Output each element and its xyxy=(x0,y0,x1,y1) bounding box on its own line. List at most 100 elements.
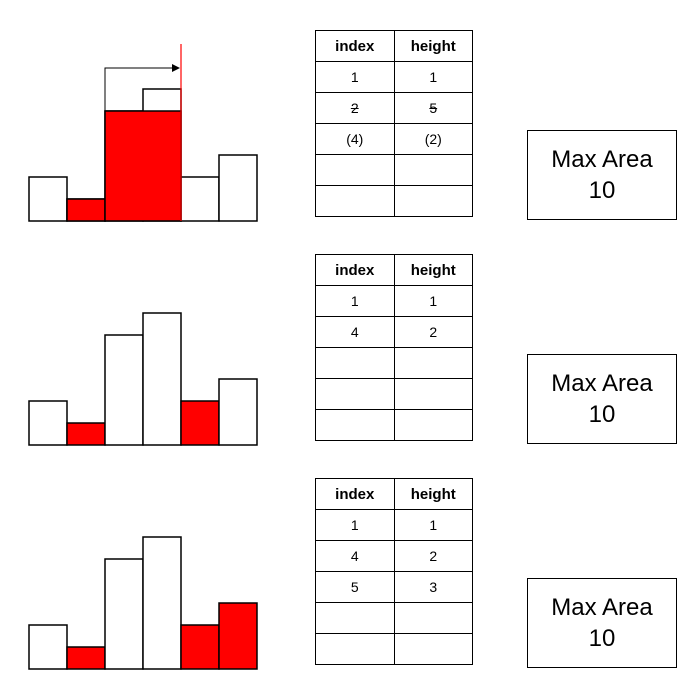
table-cell xyxy=(315,409,395,441)
histogram-bar xyxy=(180,176,220,222)
stack-bar-highlight xyxy=(180,400,220,446)
cell-index: (4) xyxy=(346,131,364,147)
step-panel-1: index height 1 1 2 5 (4) (2) Max Area 10 xyxy=(0,0,700,224)
column-header-index: index xyxy=(315,30,395,62)
max-area-value: 10 xyxy=(588,401,616,428)
stack-table: index height 1 1 4 2 5 3 xyxy=(315,478,473,665)
cell-height: (2) xyxy=(424,131,442,147)
table-cell: (2) xyxy=(393,123,473,155)
table-cell: 3 xyxy=(393,571,473,603)
histogram xyxy=(28,44,258,222)
table-cell xyxy=(393,154,473,186)
histogram-bar xyxy=(218,154,258,222)
table-cell xyxy=(315,633,395,665)
table-row xyxy=(315,347,473,379)
cell-height: 5 xyxy=(429,100,438,116)
cell-height: 2 xyxy=(429,548,438,564)
cell-height: 1 xyxy=(429,293,438,309)
stack-bar-highlight xyxy=(66,646,106,670)
histogram-bar xyxy=(28,624,68,670)
cell-index: 4 xyxy=(350,324,359,340)
table-cell xyxy=(393,633,473,665)
table-row xyxy=(315,409,473,441)
max-area-value: 10 xyxy=(588,177,616,204)
table-cell: 1 xyxy=(315,509,395,541)
histogram xyxy=(28,536,258,670)
column-header-height: height xyxy=(393,254,473,286)
table-cell xyxy=(393,185,473,217)
table-row xyxy=(315,602,473,634)
table-row: (4) (2) xyxy=(315,123,473,155)
cell-height: 2 xyxy=(429,324,438,340)
stack-table: index height 1 1 4 2 xyxy=(315,254,473,441)
table-cell: 1 xyxy=(315,61,395,93)
cell-height: 1 xyxy=(429,69,438,85)
column-header-index: index xyxy=(315,478,395,510)
table-cell xyxy=(393,378,473,410)
max-area-box: Max Area 10 xyxy=(527,578,677,668)
histogram-bar xyxy=(142,536,182,670)
histogram-bar xyxy=(28,176,68,222)
max-area-box: Max Area 10 xyxy=(527,130,677,220)
column-header-index: index xyxy=(315,254,395,286)
table-cell: 1 xyxy=(393,285,473,317)
table-cell xyxy=(315,602,395,634)
table-cell xyxy=(315,378,395,410)
arrowhead-icon xyxy=(172,64,180,72)
table-cell: 4 xyxy=(315,540,395,572)
table-cell: 1 xyxy=(393,61,473,93)
cell-index: 2 xyxy=(350,100,359,116)
table-row xyxy=(315,633,473,665)
table-cell xyxy=(393,347,473,379)
column-header-height: height xyxy=(393,478,473,510)
max-area-box: Max Area 10 xyxy=(527,354,677,444)
computed-area-highlight xyxy=(104,110,182,222)
histogram-bar xyxy=(218,378,258,446)
histogram xyxy=(28,312,258,446)
stack-bar-highlight xyxy=(66,198,106,222)
max-area-value: 10 xyxy=(588,625,616,652)
cell-index: 1 xyxy=(350,517,359,533)
histogram-bar xyxy=(28,400,68,446)
cell-index: 4 xyxy=(350,548,359,564)
stack-bar-highlight xyxy=(218,602,258,670)
table-cell: 5 xyxy=(393,92,473,124)
table-cell xyxy=(315,347,395,379)
histogram-bar xyxy=(104,334,144,446)
table-cell: 5 xyxy=(315,571,395,603)
table-row xyxy=(315,378,473,410)
cell-index: 1 xyxy=(350,69,359,85)
table-cell xyxy=(315,185,395,217)
table-cell: 1 xyxy=(315,285,395,317)
table-row xyxy=(315,185,473,217)
stack-table: index height 1 1 2 5 (4) (2) xyxy=(315,30,473,217)
step-panel-3: index height 1 1 4 2 5 3 Max Area 10 xyxy=(0,448,700,672)
stack-bar-highlight xyxy=(66,422,106,446)
table-cell: 2 xyxy=(393,316,473,348)
table-cell xyxy=(393,602,473,634)
table-cell xyxy=(393,409,473,441)
step-panel-2: index height 1 1 4 2 Max Area 10 xyxy=(0,224,700,448)
cell-index: 5 xyxy=(350,579,359,595)
max-area-label: Max Area xyxy=(551,594,653,621)
table-cell xyxy=(315,154,395,186)
histogram-bar xyxy=(142,312,182,446)
cell-height: 1 xyxy=(429,517,438,533)
max-area-label: Max Area xyxy=(551,146,653,173)
stack-bar-highlight xyxy=(180,624,220,670)
cell-height: 3 xyxy=(429,579,438,595)
table-cell: (4) xyxy=(315,123,395,155)
table-cell: 2 xyxy=(315,92,395,124)
cell-index: 1 xyxy=(350,293,359,309)
table-row xyxy=(315,154,473,186)
table-cell: 2 xyxy=(393,540,473,572)
max-area-label: Max Area xyxy=(551,370,653,397)
width-arrow xyxy=(104,67,173,111)
